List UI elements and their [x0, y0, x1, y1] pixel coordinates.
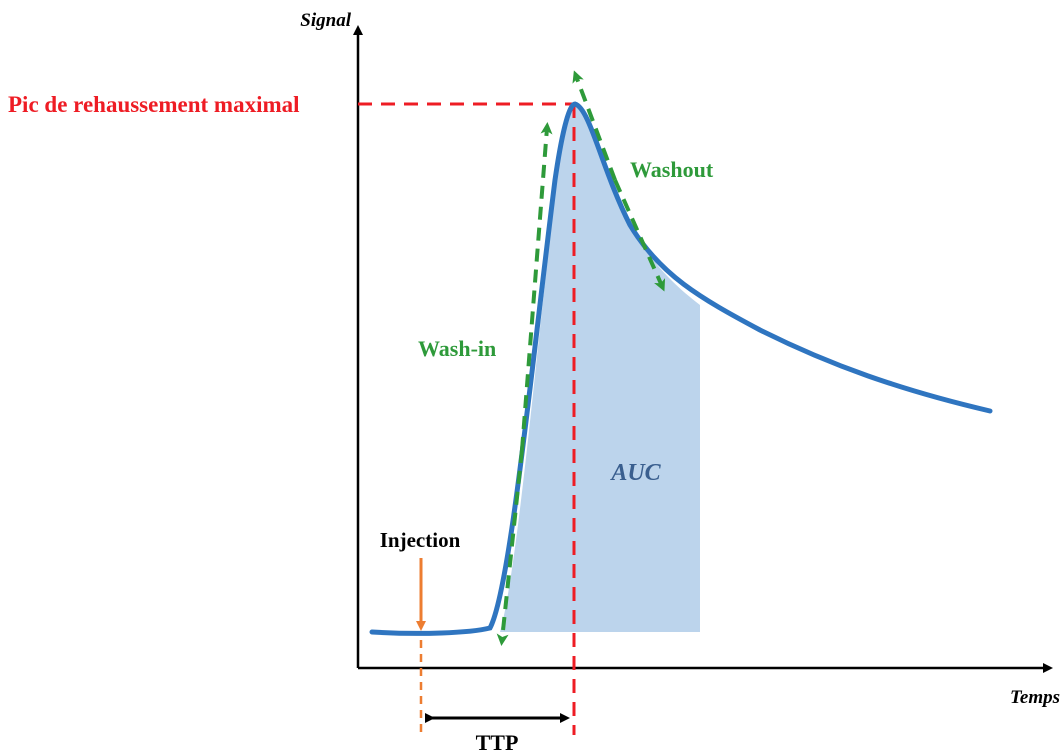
- peak-label: Pic de rehaussement maximal: [8, 92, 300, 117]
- enhancement-curve: [369, 101, 993, 636]
- washout-label: Washout: [630, 157, 714, 182]
- ttp-label: TTP: [476, 730, 519, 754]
- auc-label: AUC: [609, 460, 661, 486]
- injection-label: Injection: [380, 528, 461, 552]
- washout-arrow-down: [613, 179, 666, 292]
- auc-area: [500, 104, 700, 632]
- x-axis-label: Temps: [1010, 687, 1060, 708]
- washout-arrow-up: [572, 70, 617, 181]
- y-axis-label: Signal: [300, 10, 351, 31]
- washin-label: Wash-in: [418, 336, 496, 361]
- washin-arrow-up: [520, 122, 553, 451]
- washin-arrow-down: [496, 449, 524, 646]
